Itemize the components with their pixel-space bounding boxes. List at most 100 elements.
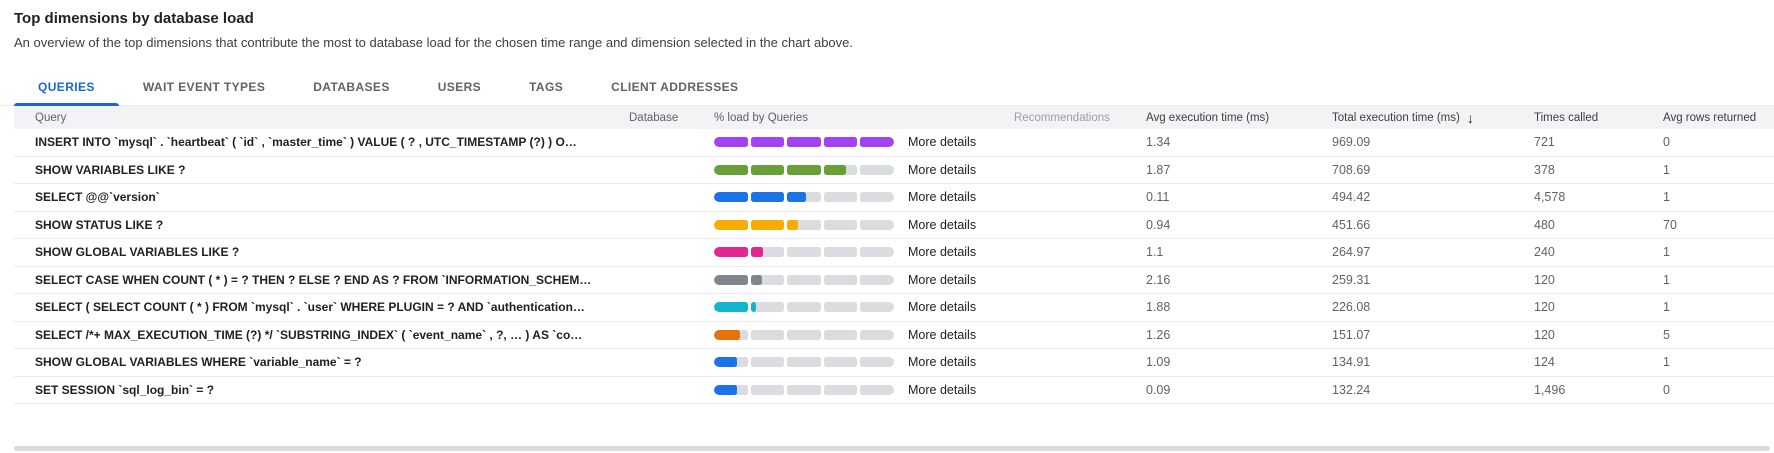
load-bar-fill	[714, 219, 748, 230]
load-cell: More details	[714, 273, 1014, 287]
avg-execution-time-cell: 1.34	[1146, 135, 1171, 150]
load-bar-segment	[823, 274, 858, 285]
total-execution-time-cell: 226.08	[1332, 300, 1371, 315]
load-cell: More details	[714, 163, 1014, 177]
more-details-link[interactable]: More details	[908, 190, 977, 205]
times-called-cell: 240	[1534, 245, 1555, 260]
table-row[interactable]: SELECT @@`version` More details 0.11 494…	[14, 184, 1774, 212]
load-bar	[714, 192, 894, 203]
load-bar	[714, 219, 894, 230]
tab-wait-event-types[interactable]: WAIT EVENT TYPES	[119, 68, 289, 105]
query-cell: SHOW VARIABLES LIKE ?	[35, 162, 186, 177]
table-row[interactable]: SHOW VARIABLES LIKE ? More details 1.87 …	[14, 157, 1774, 184]
load-bar-segment	[787, 164, 821, 175]
load-bar-segment	[787, 302, 821, 313]
table-row[interactable]: SHOW GLOBAL VARIABLES WHERE `variable_na…	[14, 349, 1774, 377]
times-called-cell: 120	[1534, 300, 1555, 315]
load-bar-segment	[860, 329, 894, 340]
load-bar	[714, 247, 894, 258]
more-details-link[interactable]: More details	[908, 355, 977, 370]
column-header-avg-execution-time[interactable]: Avg execution time (ms)	[1146, 111, 1270, 124]
sort-descending-icon[interactable]: ↓	[1466, 110, 1474, 125]
more-details-link[interactable]: More details	[908, 300, 977, 315]
table-row[interactable]: SHOW GLOBAL VARIABLES LIKE ? More detail…	[14, 239, 1774, 267]
load-bar-segment	[823, 247, 858, 258]
query-cell: SELECT /*+ MAX_EXECUTION_TIME (?) */ `SU…	[35, 327, 583, 342]
column-header-avg-rows-returned[interactable]: Avg rows returned	[1663, 111, 1757, 124]
tab-tags[interactable]: TAGS	[505, 68, 587, 105]
page-subtitle: An overview of the top dimensions that c…	[14, 35, 854, 50]
column-header-times-called[interactable]: Times called	[1534, 111, 1599, 124]
table-row[interactable]: SELECT ( SELECT COUNT ( * ) FROM `mysql`…	[14, 294, 1774, 322]
load-bar-fill	[823, 164, 846, 175]
tab-label: QUERIES	[38, 79, 95, 94]
load-cell: More details	[714, 245, 1014, 259]
avg-rows-returned-cell: 1	[1663, 300, 1670, 315]
total-execution-time-cell: 134.91	[1332, 355, 1371, 370]
load-bar-fill	[750, 302, 757, 313]
load-bar-segment	[787, 137, 821, 148]
load-bar-fill	[787, 164, 821, 175]
times-called-cell: 124	[1534, 355, 1555, 370]
table-row[interactable]: INSERT INTO `mysql` . `heartbeat` ( `id`…	[14, 129, 1774, 157]
avg-rows-returned-cell: 1	[1663, 190, 1670, 205]
load-bar-segment	[860, 219, 894, 230]
load-bar-segment	[823, 164, 858, 175]
column-header-database: Database	[629, 111, 679, 124]
table-row[interactable]: SET SESSION `sql_log_bin` = ? More detai…	[14, 377, 1774, 404]
load-bar	[714, 137, 894, 148]
total-execution-time-cell: 264.97	[1332, 245, 1371, 260]
tab-queries[interactable]: QUERIES	[14, 68, 119, 106]
load-bar-segment	[750, 384, 785, 395]
table-body: INSERT INTO `mysql` . `heartbeat` ( `id`…	[14, 129, 1774, 404]
load-bar-fill	[787, 137, 821, 148]
load-bar-segment	[860, 247, 894, 258]
column-header-total-execution-time[interactable]: Total execution time (ms) ↓	[1332, 111, 1534, 125]
table-row[interactable]: SELECT /*+ MAX_EXECUTION_TIME (?) */ `SU…	[14, 322, 1774, 349]
column-header-recommendations: Recommendations	[1014, 111, 1110, 124]
avg-execution-time-cell: 1.09	[1146, 355, 1171, 370]
more-details-link[interactable]: More details	[908, 272, 977, 287]
avg-execution-time-cell: 0.11	[1146, 190, 1170, 205]
horizontal-scrollbar[interactable]	[14, 446, 1770, 451]
load-bar-segment	[750, 329, 785, 340]
load-bar-segment	[714, 302, 748, 313]
load-cell: More details	[714, 328, 1014, 342]
load-bar-segment	[823, 137, 858, 148]
load-bar-segment	[714, 274, 748, 285]
load-bar	[714, 164, 894, 175]
more-details-link[interactable]: More details	[908, 162, 977, 177]
load-bar-fill	[823, 137, 858, 148]
times-called-cell: 120	[1534, 327, 1555, 342]
avg-rows-returned-cell: 1	[1663, 355, 1670, 370]
avg-rows-returned-cell: 1	[1663, 162, 1670, 177]
more-details-link[interactable]: More details	[908, 135, 977, 150]
tab-databases[interactable]: DATABASES	[289, 68, 414, 105]
table-row[interactable]: SHOW STATUS LIKE ? More details 0.94 451…	[14, 212, 1774, 239]
times-called-cell: 480	[1534, 217, 1555, 232]
more-details-link[interactable]: More details	[908, 327, 977, 342]
total-execution-time-cell: 259.31	[1332, 272, 1371, 287]
avg-rows-returned-cell: 0	[1663, 135, 1670, 150]
load-bar-fill	[750, 192, 785, 203]
table-row[interactable]: SELECT CASE WHEN COUNT ( * ) = ? THEN ? …	[14, 267, 1774, 294]
total-execution-time-cell: 708.69	[1332, 162, 1371, 177]
load-bar-fill	[750, 137, 785, 148]
load-bar-fill	[714, 302, 748, 313]
tab-users[interactable]: USERS	[414, 68, 505, 105]
load-bar-segment	[823, 384, 858, 395]
load-bar-segment	[860, 357, 894, 368]
more-details-link[interactable]: More details	[908, 217, 977, 232]
load-bar-segment	[860, 137, 894, 148]
avg-rows-returned-cell: 1	[1663, 272, 1670, 287]
load-bar-segment	[714, 357, 748, 368]
more-details-link[interactable]: More details	[908, 382, 977, 397]
queries-table: Query Database % load by Queries Recomme…	[14, 106, 1774, 404]
load-bar-segment	[860, 302, 894, 313]
more-details-link[interactable]: More details	[908, 245, 977, 260]
total-execution-time-cell: 969.09	[1332, 135, 1371, 150]
avg-rows-returned-cell: 5	[1663, 327, 1670, 342]
query-cell: SET SESSION `sql_log_bin` = ?	[35, 382, 215, 397]
load-bar-fill	[714, 357, 738, 368]
tab-client-addresses[interactable]: CLIENT ADDRESSES	[587, 68, 762, 105]
